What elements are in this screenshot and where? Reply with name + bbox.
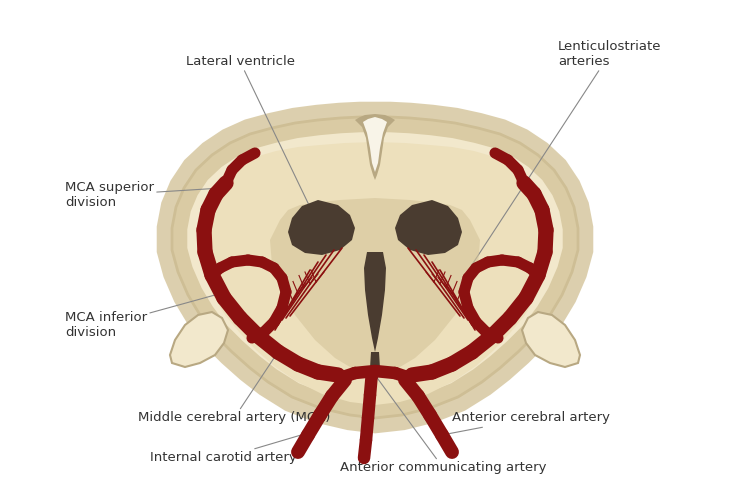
Text: Anterior cerebral artery: Anterior cerebral artery <box>442 412 610 435</box>
Text: Middle cerebral artery (MCA): Middle cerebral artery (MCA) <box>138 352 330 424</box>
Polygon shape <box>288 200 355 255</box>
Polygon shape <box>270 198 480 373</box>
Text: Lateral ventricle: Lateral ventricle <box>185 55 320 228</box>
Polygon shape <box>395 200 462 255</box>
Text: Lenticulostriate
arteries: Lenticulostriate arteries <box>462 40 662 280</box>
Polygon shape <box>172 117 578 418</box>
Polygon shape <box>355 114 395 180</box>
Text: Anterior communicating artery: Anterior communicating artery <box>340 375 547 474</box>
Polygon shape <box>364 252 386 352</box>
Polygon shape <box>370 352 380 382</box>
Text: Internal carotid artery: Internal carotid artery <box>150 430 318 464</box>
Polygon shape <box>363 117 387 172</box>
Polygon shape <box>197 142 553 405</box>
Text: MCA inferior
division: MCA inferior division <box>65 295 215 339</box>
Polygon shape <box>522 312 580 367</box>
Polygon shape <box>170 312 228 367</box>
Text: MCA superior
division: MCA superior division <box>65 181 222 209</box>
